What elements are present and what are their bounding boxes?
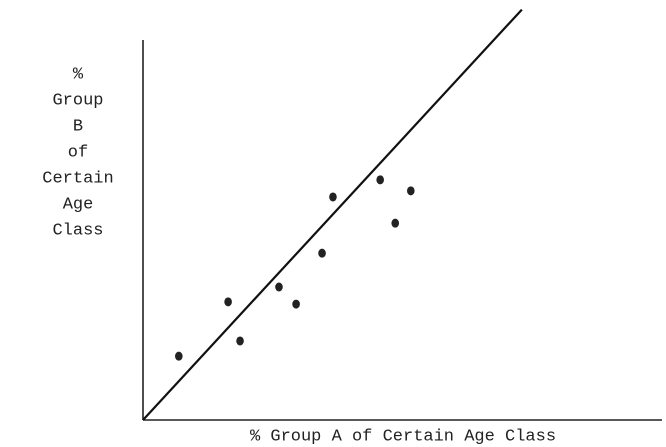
y-axis-label: Age: [63, 195, 94, 214]
data-point: [236, 336, 244, 346]
data-point: [175, 351, 183, 361]
data-point: [318, 248, 326, 258]
data-point: [292, 299, 300, 309]
data-point: [376, 175, 384, 185]
data-point: [224, 297, 232, 307]
data-point: [275, 282, 283, 292]
data-point: [407, 186, 415, 196]
y-axis-label: Group: [52, 91, 103, 110]
data-point: [391, 218, 400, 228]
y-axis-label: of: [68, 143, 88, 162]
y-axis-label: Class: [52, 221, 103, 240]
y-axis-label: B: [73, 117, 83, 136]
y-axis-label: Certain: [42, 169, 113, 188]
y-axis-label: %: [73, 65, 84, 84]
x-axis-label: % Group A of Certain Age Class: [250, 427, 556, 446]
data-point: [329, 192, 337, 202]
trend-line: [142, 8, 523, 421]
